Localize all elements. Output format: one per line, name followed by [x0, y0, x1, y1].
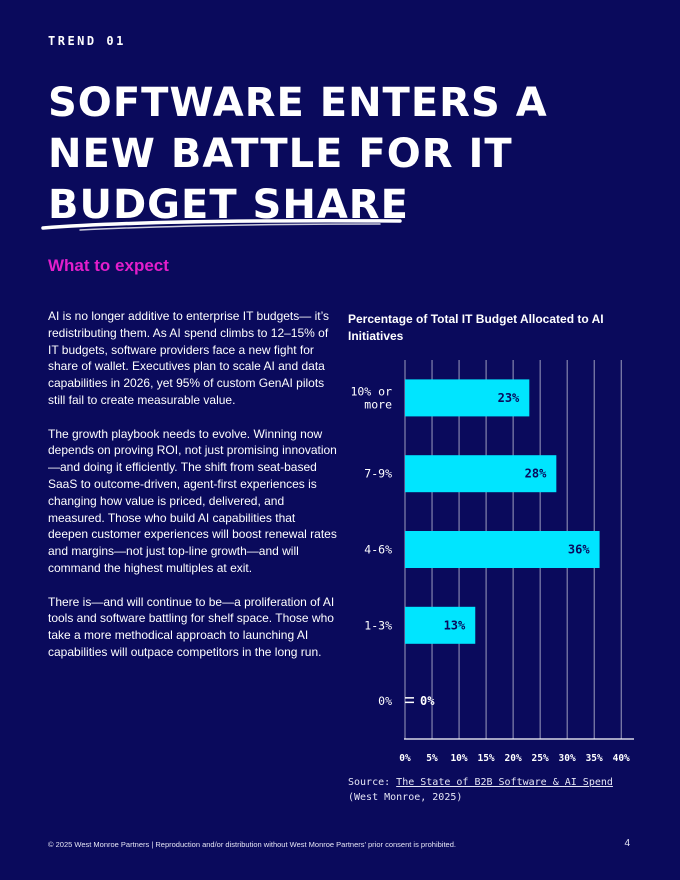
- y-category-label: 10% or more: [350, 384, 392, 411]
- page-title: SOFTWARE ENTERS A NEW BATTLE FOR IT BUDG…: [48, 78, 548, 231]
- y-category-label: 1-3%: [364, 618, 392, 632]
- bar-value-label: 13%: [444, 618, 466, 632]
- body-paragraph-1: AI is no longer additive to enterprise I…: [48, 309, 330, 407]
- source-citation: Source: The State of B2B Software & AI S…: [348, 776, 613, 805]
- x-tick-label: 25%: [532, 753, 549, 764]
- x-tick-label: 35%: [586, 753, 603, 764]
- bar: [405, 606, 476, 644]
- copyright-footer: © 2025 West Monroe Partners | Reproducti…: [48, 840, 456, 849]
- x-tick-label: 15%: [477, 753, 494, 764]
- x-tick-label: 40%: [613, 753, 630, 764]
- x-tick-label: 30%: [559, 753, 576, 764]
- zero-bar: [405, 701, 414, 704]
- x-tick-label: 20%: [505, 753, 522, 764]
- source-prefix: Source:: [348, 777, 397, 788]
- x-tick-label: 10%: [450, 753, 467, 764]
- bar-value-label: 36%: [568, 543, 590, 557]
- x-tick-label: 0%: [399, 753, 411, 764]
- bar: [405, 379, 530, 417]
- x-tick-label: 5%: [426, 753, 438, 764]
- section-subhead: What to expect: [48, 256, 169, 275]
- chart-title: Percentage of Total IT Budget Allocated …: [348, 312, 604, 343]
- title-line-2: NEW BATTLE FOR IT: [48, 131, 513, 177]
- title-underline-swoosh: [41, 219, 402, 231]
- bar: [405, 455, 557, 493]
- source-link[interactable]: The State of B2B Software & AI Spend: [396, 777, 613, 788]
- bar-value-label: 28%: [525, 467, 547, 481]
- budget-bar-chart: 0% 5% 10% 15% 20% 25% 30% 35% 40% 10% or more 23% 7-…: [350, 360, 634, 764]
- page-number: 4: [624, 838, 630, 849]
- y-category-label: 7-9%: [364, 467, 392, 481]
- title-line-1: SOFTWARE ENTERS A: [48, 80, 548, 126]
- y-category-label: 0%: [378, 694, 392, 708]
- body-paragraph-3: There is—and will continue to be—a proli…: [48, 594, 335, 659]
- body-text: AI is no longer additive to enterprise I…: [48, 308, 338, 678]
- source-suffix: (West Monroe, 2025): [348, 791, 463, 803]
- zero-bar: [405, 697, 414, 699]
- bar-value-label: 0%: [420, 694, 435, 708]
- bar: [405, 531, 600, 568]
- y-category-label: 4-6%: [364, 543, 392, 557]
- body-paragraph-2: The growth playbook needs to evolve. Win…: [48, 426, 337, 575]
- bar-value-label: 23%: [498, 391, 520, 405]
- trend-eyebrow: TREND 01: [48, 34, 126, 48]
